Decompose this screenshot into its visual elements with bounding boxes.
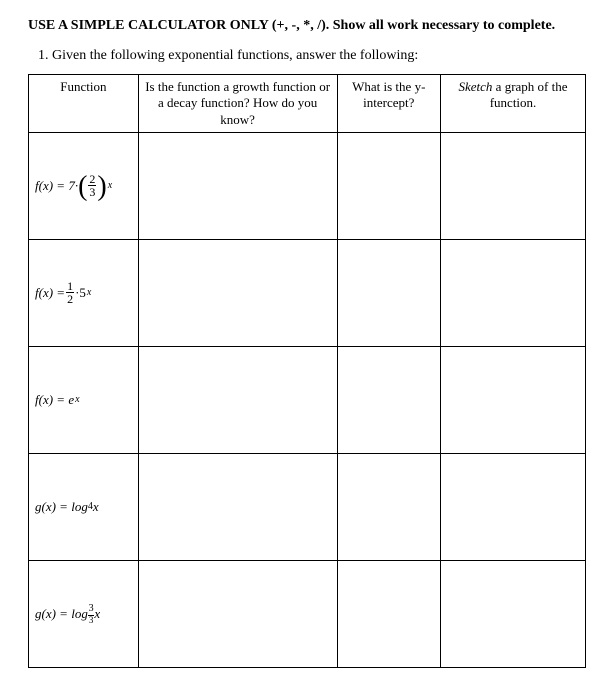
blank-cell bbox=[337, 560, 441, 667]
fn-lhs: f(x) = e bbox=[35, 392, 74, 408]
table-row: f(x) = ex bbox=[29, 346, 586, 453]
fraction: 2 3 bbox=[88, 173, 96, 198]
fn-mid: ·5 bbox=[75, 285, 86, 301]
col-sketch: Sketch a graph of the function. bbox=[441, 75, 586, 133]
table-header-row: Function Is the function a growth functi… bbox=[29, 75, 586, 133]
lparen-icon: ( bbox=[78, 177, 87, 197]
blank-cell bbox=[138, 132, 337, 239]
function-cell: f(x) = 1 2 ·5 x bbox=[29, 239, 139, 346]
blank-cell bbox=[337, 132, 441, 239]
exponent: x bbox=[87, 287, 91, 298]
sketch-rest: a graph of the function. bbox=[490, 79, 568, 110]
function-cell: f(x) = ex bbox=[29, 346, 139, 453]
table-row: f(x) = 1 2 ·5 x bbox=[29, 239, 586, 346]
col-growth-decay: Is the function a growth function or a d… bbox=[138, 75, 337, 133]
table-row: g(x) = log 3 3 x bbox=[29, 560, 586, 667]
fn-arg: x bbox=[94, 606, 100, 622]
function-cell: g(x) = log4 x bbox=[29, 453, 139, 560]
blank-cell bbox=[337, 239, 441, 346]
col-function: Function bbox=[29, 75, 139, 133]
fn-lhs: f(x) = bbox=[35, 285, 65, 301]
fn-lhs: g(x) = log bbox=[35, 606, 88, 622]
blank-cell bbox=[441, 132, 586, 239]
blank-cell bbox=[138, 239, 337, 346]
exponent: x bbox=[75, 394, 79, 405]
fraction: 1 2 bbox=[66, 280, 74, 305]
sketch-word: Sketch bbox=[459, 79, 493, 94]
blank-cell bbox=[337, 453, 441, 560]
blank-cell bbox=[138, 346, 337, 453]
blank-cell bbox=[441, 239, 586, 346]
blank-cell bbox=[441, 453, 586, 560]
question-intro: 1. Given the following exponential funct… bbox=[38, 48, 586, 64]
exponent: x bbox=[108, 180, 112, 191]
function-cell: g(x) = log 3 3 x bbox=[29, 560, 139, 667]
fn-arg: x bbox=[93, 499, 99, 515]
blank-cell bbox=[337, 346, 441, 453]
fn-lhs: g(x) = log bbox=[35, 499, 88, 515]
page-title: USE A SIMPLE CALCULATOR ONLY (+, -, *, /… bbox=[28, 18, 586, 34]
rparen-icon: ) bbox=[97, 177, 106, 197]
blank-cell bbox=[441, 560, 586, 667]
function-cell: f(x) = 7· ( 2 3 ) x bbox=[29, 132, 139, 239]
table-row: f(x) = 7· ( 2 3 ) x bbox=[29, 132, 586, 239]
blank-cell bbox=[138, 560, 337, 667]
col-y-intercept: What is the y-intercept? bbox=[337, 75, 441, 133]
blank-cell bbox=[441, 346, 586, 453]
fn-lhs: f(x) = 7· bbox=[35, 178, 78, 194]
blank-cell bbox=[138, 453, 337, 560]
worksheet-table: Function Is the function a growth functi… bbox=[28, 74, 586, 668]
table-row: g(x) = log4 x bbox=[29, 453, 586, 560]
